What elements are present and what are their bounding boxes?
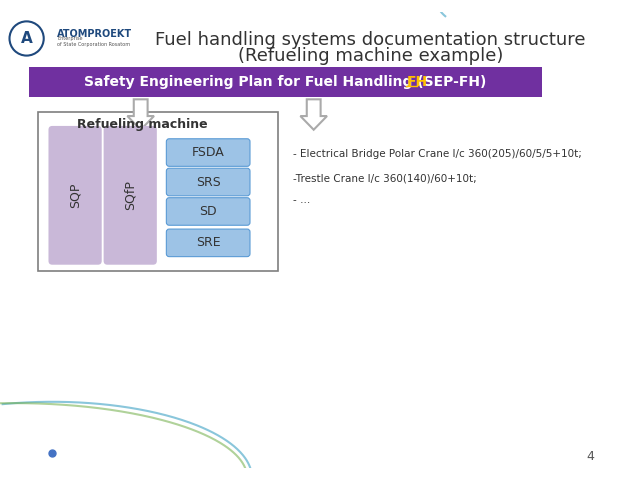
Text: SQfP: SQfP xyxy=(124,180,137,210)
FancyBboxPatch shape xyxy=(49,126,102,264)
FancyBboxPatch shape xyxy=(104,126,157,264)
FancyBboxPatch shape xyxy=(38,112,278,271)
Polygon shape xyxy=(300,99,327,130)
Text: SQP: SQP xyxy=(68,182,81,208)
Text: Enterprise
of State Corporation Rosatom: Enterprise of State Corporation Rosatom xyxy=(57,36,130,47)
Text: SRE: SRE xyxy=(196,236,221,249)
Text: FSDA: FSDA xyxy=(192,146,225,159)
Text: FH: FH xyxy=(406,75,428,89)
Text: - …: - … xyxy=(292,195,310,205)
Text: (Refueling machine example): (Refueling machine example) xyxy=(238,47,504,65)
Text: SD: SD xyxy=(200,205,217,218)
FancyBboxPatch shape xyxy=(166,198,250,225)
FancyBboxPatch shape xyxy=(166,168,250,196)
Text: A: A xyxy=(20,31,33,46)
FancyBboxPatch shape xyxy=(166,139,250,167)
Text: Safety Engineering Plan for Fuel Handling (SEP-FH): Safety Engineering Plan for Fuel Handlin… xyxy=(84,75,486,89)
Polygon shape xyxy=(127,99,154,130)
Text: -Trestle Crane l/c 360(140)/60+10t;: -Trestle Crane l/c 360(140)/60+10t; xyxy=(292,173,477,183)
Text: Fuel handling systems documentation structure: Fuel handling systems documentation stru… xyxy=(156,31,586,49)
FancyBboxPatch shape xyxy=(29,67,542,97)
Text: 4: 4 xyxy=(586,450,594,463)
Text: ATOMPROEKT: ATOMPROEKT xyxy=(57,29,132,39)
Text: - Electrical Bridge Polar Crane l/c 360(205)/60/5/5+10t;: - Electrical Bridge Polar Crane l/c 360(… xyxy=(292,149,582,159)
Circle shape xyxy=(10,22,44,56)
FancyBboxPatch shape xyxy=(166,229,250,257)
Text: SRS: SRS xyxy=(196,176,221,189)
Text: Refueling machine: Refueling machine xyxy=(77,118,208,131)
